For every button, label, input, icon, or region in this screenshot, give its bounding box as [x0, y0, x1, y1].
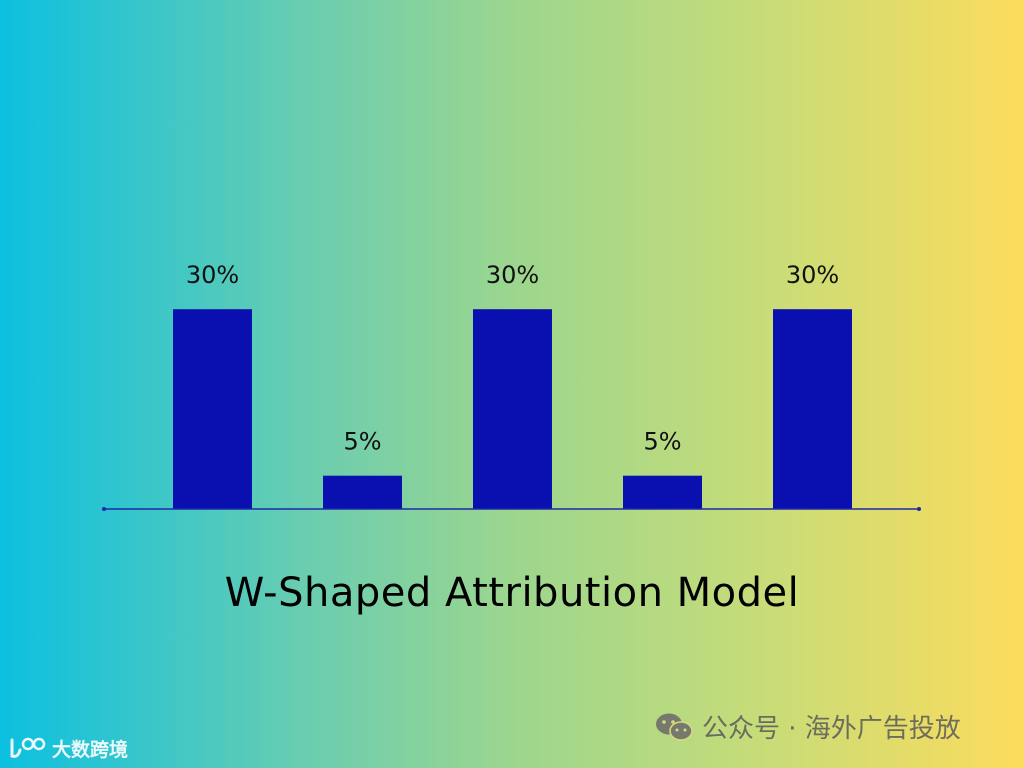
logo-icon	[10, 737, 46, 758]
bar-value-label-5: 30%	[786, 261, 839, 289]
bar-value-label-4: 5%	[643, 428, 681, 456]
wechat-watermark-text: 公众号 · 海外广告投放	[702, 714, 961, 744]
bar-3	[473, 309, 552, 509]
brand-watermark-text: 大数跨境	[52, 738, 129, 761]
wechat-icon	[656, 713, 693, 741]
bar-value-label-3: 30%	[486, 261, 539, 289]
bar-value-label-2: 5%	[343, 428, 381, 456]
chart-title: W-Shaped Attribution Model	[224, 570, 800, 616]
brand-watermark: 大数跨境	[8, 734, 128, 762]
bar-value-label-1: 30%	[186, 261, 239, 289]
wechat-watermark: 公众号 · 海外广告投放	[654, 708, 961, 745]
bars-group	[173, 309, 852, 509]
bar-1	[173, 309, 252, 509]
x-axis-end-dot	[917, 507, 921, 511]
bar-5	[773, 309, 852, 509]
x-axis-start-dot	[102, 507, 106, 511]
bar-2	[323, 475, 402, 509]
bar-4	[623, 475, 702, 509]
data-labels-group: 30% 5% 30% 5% 30%	[186, 261, 839, 456]
